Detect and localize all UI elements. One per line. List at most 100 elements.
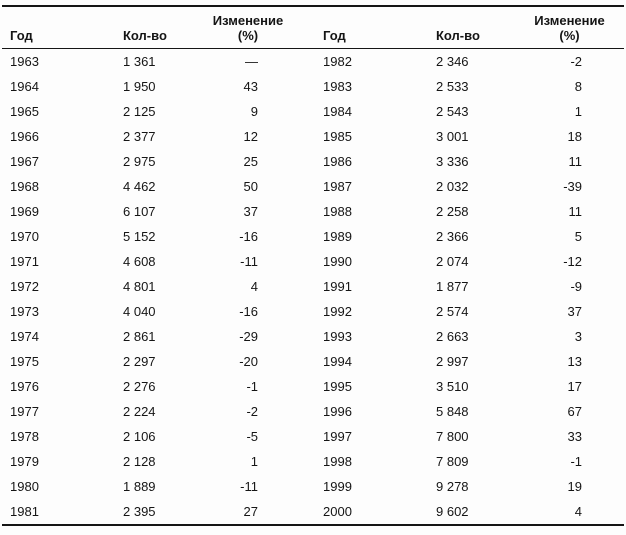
table-row: 1971 4 608 -11 1990 2 074 -12 [2, 249, 624, 274]
count-cell: 2 106 [123, 429, 156, 444]
table-row: 1980 1 889 -11 1999 9 278 19 [2, 474, 624, 499]
year-cell: 1978 [10, 429, 39, 444]
count-cell: 2 533 [436, 79, 469, 94]
year-cell: 1997 [323, 429, 352, 444]
table-row: 1967 2 975 25 1986 3 336 11 [2, 149, 624, 174]
change-cell: -39 [563, 179, 582, 194]
change-cell: — [245, 54, 258, 69]
table-row: 1973 4 040 -16 1992 2 574 37 [2, 299, 624, 324]
change-cell: 18 [567, 129, 582, 144]
year-cell: 1988 [323, 204, 352, 219]
year-cell: 1975 [10, 354, 39, 369]
year-cell: 1969 [10, 204, 39, 219]
change-cell: 9 [250, 104, 258, 119]
change-cell: 37 [567, 304, 582, 319]
count-cell: 7 809 [436, 454, 469, 469]
year-cell: 1963 [10, 54, 39, 69]
change-cell: 19 [567, 479, 582, 494]
count-cell: 4 462 [123, 179, 156, 194]
change-cell: -20 [239, 354, 258, 369]
year-cell: 1980 [10, 479, 39, 494]
count-cell: 2 224 [123, 404, 156, 419]
change-header-right-line2: (%) [559, 28, 580, 43]
count-cell: 1 889 [123, 479, 156, 494]
change-cell: 25 [243, 154, 258, 169]
year-cell: 1994 [323, 354, 352, 369]
count-cell: 9 602 [436, 504, 469, 519]
year-cell: 1966 [10, 129, 39, 144]
change-cell: 11 [568, 154, 583, 169]
change-cell: 37 [243, 204, 258, 219]
change-cell: -11 [240, 254, 258, 269]
table-row: 1979 2 128 1 1998 7 809 -1 [2, 449, 624, 474]
change-header-left-line2: (%) [237, 28, 259, 43]
table-row: 1977 2 224 -2 1996 5 848 67 [2, 399, 624, 424]
year-cell: 2000 [323, 504, 352, 519]
count-cell: 2 297 [123, 354, 156, 369]
year-cell: 1983 [323, 79, 352, 94]
year-cell: 1971 [10, 254, 39, 269]
count-cell: 4 801 [123, 279, 156, 294]
year-cell: 1970 [10, 229, 39, 244]
year-cell: 1990 [323, 254, 352, 269]
year-header-left: Год [2, 6, 106, 49]
table-row: 1976 2 276 -1 1995 3 510 17 [2, 374, 624, 399]
change-cell: 12 [243, 129, 258, 144]
count-header-left: Кол-во [106, 6, 202, 49]
year-cell: 1984 [323, 104, 352, 119]
change-cell: 67 [567, 404, 582, 419]
table-row: 1965 2 125 9 1984 2 543 1 [2, 99, 624, 124]
count-cell: 1 361 [123, 54, 156, 69]
table-row: 1974 2 861 -29 1993 2 663 3 [2, 324, 624, 349]
year-cell: 1996 [323, 404, 352, 419]
table-row: 1969 6 107 37 1988 2 258 11 [2, 199, 624, 224]
year-header-right: Год [294, 6, 419, 49]
count-cell: 4 608 [123, 254, 156, 269]
year-cell: 1974 [10, 329, 39, 344]
year-cell: 1989 [323, 229, 352, 244]
change-cell: -12 [563, 254, 582, 269]
count-cell: 1 950 [123, 79, 156, 94]
count-cell: 2 276 [123, 379, 156, 394]
count-cell: 2 125 [123, 104, 156, 119]
year-cell: 1968 [10, 179, 39, 194]
change-cell: 1 [250, 454, 258, 469]
table-row: 1975 2 297 -20 1994 2 997 13 [2, 349, 624, 374]
change-cell: -2 [246, 404, 258, 419]
year-cell: 1977 [10, 404, 39, 419]
year-cell: 1982 [323, 54, 352, 69]
count-cell: 3 336 [436, 154, 469, 169]
count-cell: 5 848 [436, 404, 469, 419]
change-cell: 43 [243, 79, 258, 94]
change-cell: 33 [567, 429, 582, 444]
count-cell: 2 377 [123, 129, 156, 144]
change-cell: -9 [570, 279, 582, 294]
table-row: 1968 4 462 50 1987 2 032 -39 [2, 174, 624, 199]
change-cell: 11 [568, 204, 583, 219]
count-cell: 2 258 [436, 204, 469, 219]
change-cell: 50 [243, 179, 258, 194]
count-cell: 2 975 [123, 154, 156, 169]
count-cell: 2 366 [436, 229, 469, 244]
year-cell: 1967 [10, 154, 39, 169]
change-cell: 17 [567, 379, 582, 394]
year-cell: 1985 [323, 129, 352, 144]
year-cell: 1976 [10, 379, 39, 394]
change-cell: -29 [239, 329, 258, 344]
count-cell: 2 032 [436, 179, 469, 194]
change-cell: -16 [239, 229, 258, 244]
count-cell: 7 800 [436, 429, 469, 444]
count-cell: 3 510 [436, 379, 469, 394]
year-cell: 1979 [10, 454, 39, 469]
table-row: 1966 2 377 12 1985 3 001 18 [2, 124, 624, 149]
year-cell: 1992 [323, 304, 352, 319]
change-cell: 1 [574, 104, 582, 119]
table-row: 1972 4 801 4 1991 1 877 -9 [2, 274, 624, 299]
count-cell: 5 152 [123, 229, 156, 244]
change-header-right-line1: Изменение [534, 13, 605, 28]
count-cell: 2 663 [436, 329, 469, 344]
change-cell: 5 [574, 229, 582, 244]
year-cell: 1981 [10, 504, 39, 519]
year-cell: 1993 [323, 329, 352, 344]
